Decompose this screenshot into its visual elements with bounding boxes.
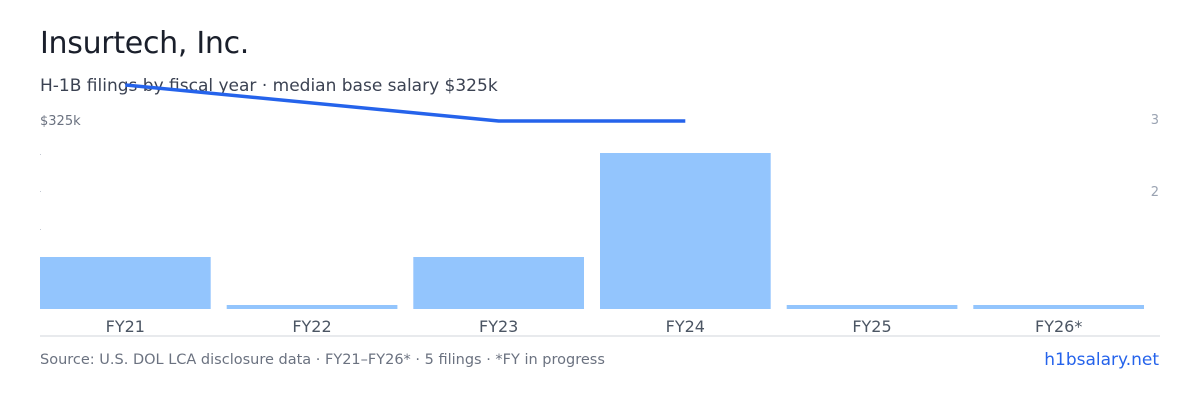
site-link[interactable]: h1bsalary.net xyxy=(1044,350,1159,370)
median-salary-line xyxy=(125,83,686,123)
right-axis-tick-label: 3 xyxy=(1151,113,1159,128)
x-tick-label: FY25 xyxy=(852,317,891,336)
left-axis-minor-tick xyxy=(40,191,41,192)
x-tick-label: FY24 xyxy=(666,317,705,336)
bar-FY21 xyxy=(40,257,211,309)
left-axis: $325k xyxy=(40,114,81,230)
salary-line-layer xyxy=(125,83,686,123)
right-axis-tick-label: 2 xyxy=(1151,185,1159,200)
left-axis-minor-tick xyxy=(40,154,41,155)
bar-FY25 xyxy=(786,305,958,309)
page-subtitle: H-1B filings by fiscal year · median bas… xyxy=(40,76,498,96)
left-axis-tick-label: $325k xyxy=(40,114,81,129)
right-axis: 23 xyxy=(1151,113,1159,200)
x-labels-layer: FY21 FY22 FY23 FY24 FY25 FY26* xyxy=(106,317,1083,336)
x-tick-label: FY23 xyxy=(479,317,518,336)
bar-FY24 xyxy=(600,153,771,309)
x-tick-label: FY22 xyxy=(292,317,331,336)
bar-FY26 xyxy=(973,305,1144,309)
x-tick-label: FY21 xyxy=(106,317,145,336)
bar-FY22 xyxy=(226,305,398,309)
source-note: Source: U.S. DOL LCA disclosure data · F… xyxy=(40,352,605,368)
page-title: Insurtech, Inc. xyxy=(40,26,250,61)
left-axis-minor-tick xyxy=(40,229,41,230)
bars-layer xyxy=(40,153,1144,309)
bar-FY23 xyxy=(413,257,584,309)
x-tick-label: FY26* xyxy=(1035,317,1082,336)
